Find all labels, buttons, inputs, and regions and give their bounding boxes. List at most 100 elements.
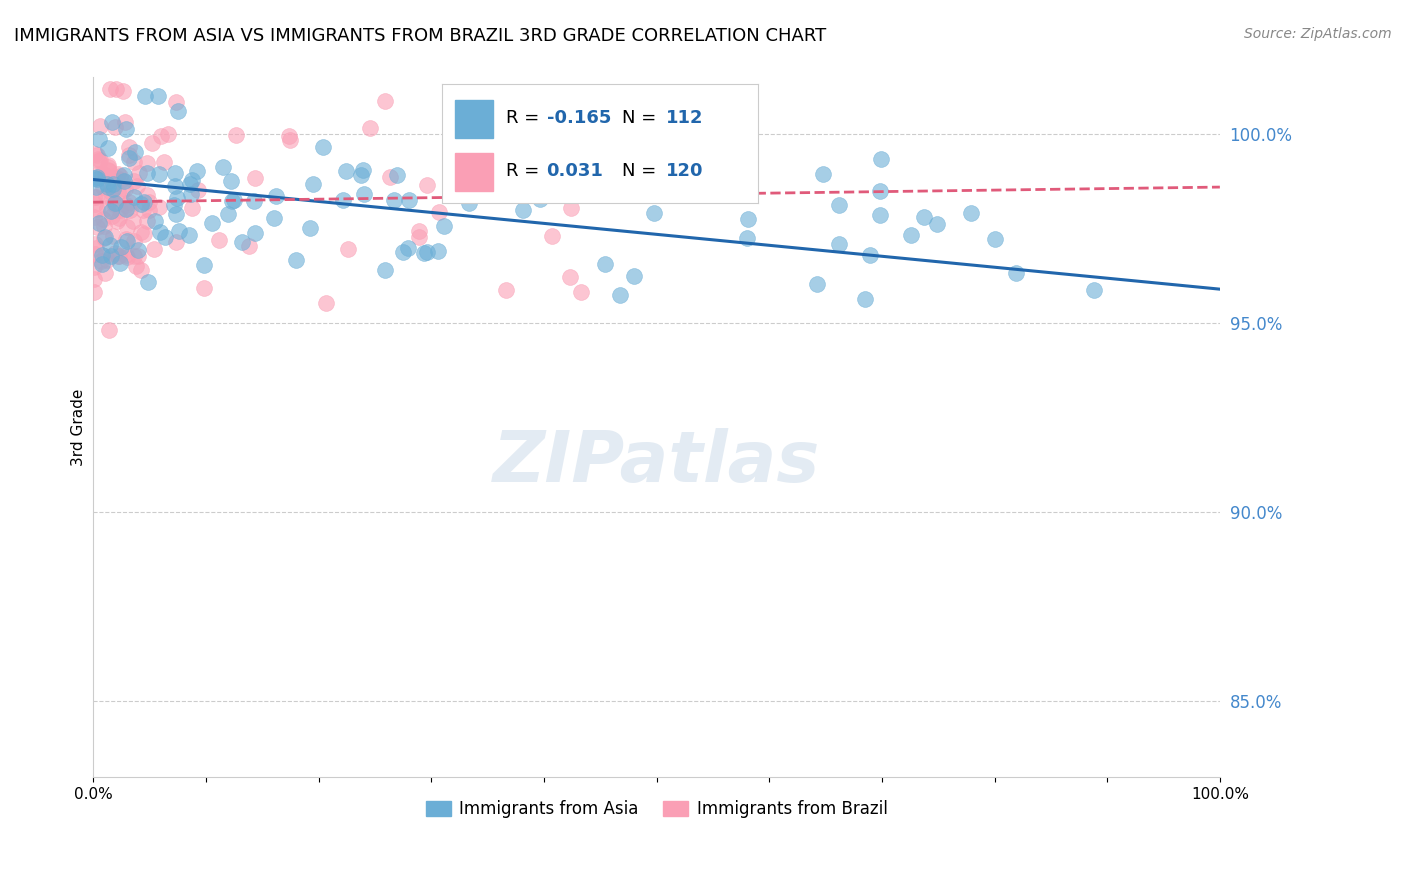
Point bbox=[828, 237, 851, 252]
Legend: Immigrants from Asia, Immigrants from Brazil: Immigrants from Asia, Immigrants from Br… bbox=[419, 793, 894, 824]
Point bbox=[93, 231, 115, 245]
Point bbox=[97, 141, 120, 155]
Point bbox=[100, 209, 122, 223]
Point bbox=[811, 167, 834, 181]
Point bbox=[661, 99, 683, 113]
Point bbox=[912, 210, 935, 224]
Point bbox=[135, 155, 157, 169]
Point bbox=[115, 202, 138, 216]
Point bbox=[96, 177, 118, 191]
Point bbox=[107, 185, 129, 199]
Point bbox=[114, 115, 136, 129]
Point bbox=[1083, 284, 1105, 298]
Point bbox=[217, 207, 239, 221]
Point bbox=[869, 184, 891, 198]
Point bbox=[98, 82, 121, 96]
Point bbox=[643, 206, 665, 220]
Point bbox=[853, 292, 876, 306]
Point bbox=[148, 89, 170, 103]
Point bbox=[243, 194, 266, 209]
Point bbox=[91, 248, 114, 262]
Point bbox=[337, 242, 360, 256]
Point bbox=[187, 183, 209, 197]
Point bbox=[211, 160, 233, 174]
Point bbox=[83, 210, 105, 224]
Point bbox=[301, 177, 323, 191]
Point bbox=[100, 249, 122, 263]
Point bbox=[510, 155, 533, 169]
Point bbox=[124, 190, 146, 204]
Point bbox=[221, 194, 243, 209]
Point bbox=[118, 140, 141, 154]
Point bbox=[238, 239, 260, 253]
Point bbox=[900, 228, 922, 243]
Point bbox=[84, 147, 107, 161]
Point bbox=[87, 152, 110, 166]
Point bbox=[225, 128, 247, 142]
Point bbox=[122, 234, 145, 248]
Point bbox=[135, 166, 157, 180]
Point bbox=[101, 177, 124, 191]
Point bbox=[136, 214, 159, 228]
Point bbox=[153, 230, 176, 244]
Point bbox=[243, 170, 266, 185]
Point bbox=[118, 148, 141, 162]
Point bbox=[118, 203, 141, 218]
Point bbox=[380, 169, 402, 184]
Point bbox=[112, 168, 135, 182]
Point bbox=[115, 235, 138, 249]
Point bbox=[332, 193, 354, 207]
Point bbox=[148, 200, 170, 214]
Point bbox=[859, 248, 882, 262]
Point bbox=[108, 256, 131, 270]
Point bbox=[94, 229, 117, 244]
Point bbox=[193, 258, 215, 272]
Point bbox=[117, 250, 139, 264]
Point bbox=[87, 216, 110, 230]
Point bbox=[110, 240, 132, 254]
Point bbox=[231, 235, 253, 249]
Point bbox=[132, 202, 155, 217]
Point bbox=[83, 285, 105, 299]
Point bbox=[90, 257, 112, 271]
Point bbox=[115, 198, 138, 212]
Point bbox=[84, 241, 107, 255]
Point bbox=[115, 122, 138, 136]
Point bbox=[512, 202, 534, 217]
Point bbox=[181, 201, 204, 215]
Point bbox=[278, 129, 301, 144]
Point bbox=[117, 220, 139, 235]
Point bbox=[167, 224, 190, 238]
Point bbox=[115, 232, 138, 246]
Point bbox=[83, 197, 105, 211]
Point bbox=[86, 172, 108, 186]
Point bbox=[107, 167, 129, 181]
Point bbox=[723, 141, 745, 155]
Point bbox=[101, 192, 124, 206]
Point bbox=[141, 136, 163, 150]
Point bbox=[108, 203, 131, 218]
Point bbox=[806, 277, 828, 291]
Point bbox=[118, 195, 141, 210]
Point bbox=[495, 283, 517, 297]
Point bbox=[984, 232, 1007, 246]
Point bbox=[735, 231, 758, 245]
Point bbox=[114, 248, 136, 262]
Point bbox=[201, 216, 224, 230]
Point bbox=[107, 249, 129, 263]
Point bbox=[166, 191, 188, 205]
Point bbox=[609, 288, 631, 302]
Point bbox=[134, 89, 156, 103]
Point bbox=[353, 187, 375, 202]
Point bbox=[100, 204, 122, 219]
Point bbox=[167, 103, 190, 118]
Y-axis label: 3rd Grade: 3rd Grade bbox=[72, 388, 86, 466]
Point bbox=[458, 195, 481, 210]
Point bbox=[93, 249, 115, 263]
Point bbox=[350, 168, 373, 182]
Point bbox=[104, 246, 127, 260]
Point bbox=[122, 214, 145, 228]
Point bbox=[335, 164, 357, 178]
Point bbox=[569, 285, 592, 299]
Point bbox=[105, 214, 128, 228]
